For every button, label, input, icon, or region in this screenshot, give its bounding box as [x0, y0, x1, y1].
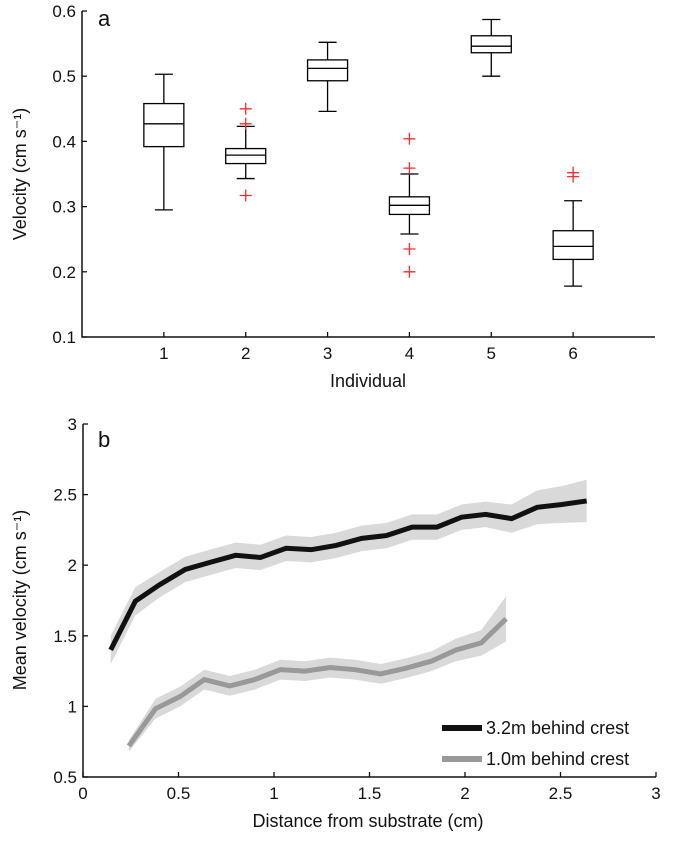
- box-1: [143, 73, 185, 211]
- y-tick-label: 3: [68, 415, 77, 434]
- axes: [81, 11, 655, 338]
- box-2: [225, 102, 267, 202]
- legend-label-1.0m: 1.0m behind crest: [486, 749, 629, 769]
- y-tick-label: 0.5: [53, 768, 77, 787]
- outlier-marker: [403, 132, 416, 145]
- series-line-0: [108, 498, 588, 652]
- outlier-marker: [403, 242, 416, 255]
- outlier-marker: [239, 117, 252, 130]
- y-tick-label: 2.5: [53, 486, 77, 505]
- y-tick-label: 0.4: [52, 132, 76, 151]
- x-tick-label: 0.5: [167, 784, 191, 803]
- confidence-band-0: [110, 479, 587, 665]
- panel-b-x-axis-label: Distance from substrate (cm): [252, 811, 483, 831]
- panel-a-x-axis-label: Individual: [330, 371, 406, 391]
- x-tick-label: 2: [460, 784, 469, 803]
- legend-label-3.2m: 3.2m behind crest: [486, 718, 629, 738]
- outlier-marker: [239, 102, 252, 115]
- x-tick-label: 1: [269, 784, 278, 803]
- x-tick-label: 1: [159, 344, 168, 363]
- panel-a-y-axis-label: Velocity (cm s⁻¹): [10, 108, 30, 241]
- x-tick-label: 5: [487, 344, 496, 363]
- iqr-box: [143, 102, 185, 148]
- y-tick-label: 1: [68, 697, 77, 716]
- iqr-box: [225, 147, 267, 165]
- x-tick-label: 2: [241, 344, 250, 363]
- outlier-marker: [239, 189, 252, 202]
- outlier-marker: [567, 170, 580, 183]
- confidence-band-1: [128, 596, 507, 752]
- x-tick-label: 3: [651, 784, 660, 803]
- box-4: [388, 132, 431, 278]
- x-tick-label: 4: [405, 344, 414, 363]
- outlier-marker: [403, 162, 416, 175]
- iqr-box: [470, 35, 512, 54]
- x-tick-label: 2.5: [549, 784, 573, 803]
- panel-b-label: b: [98, 427, 110, 452]
- y-tick-label: 1.5: [53, 627, 77, 646]
- y-tick-label: 0.6: [52, 2, 76, 21]
- y-tick-label: 0.2: [52, 263, 76, 282]
- iqr-box: [552, 230, 594, 261]
- panel-b-y-axis-label: Mean velocity (cm s⁻¹): [10, 510, 30, 691]
- series-line-1: [126, 617, 508, 748]
- x-tick-label: 1.5: [358, 784, 382, 803]
- panel-b-line-chart: 0.511.522.530 0.5 1 1.5 2 2.5 3: [53, 415, 660, 803]
- y-tick-label: 0.1: [52, 328, 76, 347]
- box-5: [470, 18, 512, 77]
- y-tick-label: 0.5: [52, 67, 76, 86]
- x-tick-label: 6: [568, 344, 577, 363]
- panel-a-label: a: [98, 6, 111, 31]
- box-6: [552, 166, 594, 287]
- box-3: [306, 41, 349, 113]
- y-tick-label: 0.3: [52, 198, 76, 217]
- x-tick-label: 0: [78, 784, 87, 803]
- outlier-marker: [403, 265, 416, 278]
- y-tick-label: 2: [68, 556, 77, 575]
- panel-a-boxplot: 0.1 0.2 0.3 0.4 0.5 0.6 1 2 3 4 5 6: [52, 2, 655, 363]
- legend: 3.2m behind crest 1.0m behind crest: [442, 718, 629, 769]
- iqr-box: [306, 59, 349, 82]
- x-tick-label: 3: [323, 344, 332, 363]
